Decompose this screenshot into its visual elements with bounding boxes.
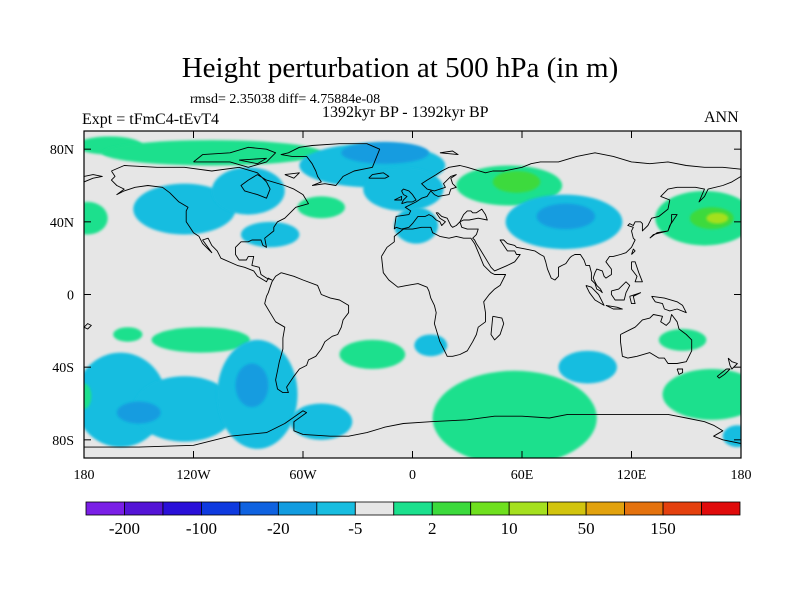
colorbar-swatch xyxy=(586,502,624,515)
colorbar-label: -100 xyxy=(186,519,217,538)
colorbar-label: -200 xyxy=(109,519,140,538)
colorbar-swatch xyxy=(663,502,701,515)
contour-region xyxy=(235,364,268,408)
contour-region xyxy=(341,142,429,164)
colorbar-label: 10 xyxy=(501,519,518,538)
x-tick-label: 60E xyxy=(511,468,534,483)
contour-region xyxy=(298,196,345,218)
colorbar-swatch xyxy=(471,502,509,515)
colorbar-swatch xyxy=(278,502,316,515)
contour-region xyxy=(152,327,251,352)
y-tick-label: 80S xyxy=(52,434,74,449)
map-figure: 180 120W 60W 0 60E 120E 18080N40N040S80S -200-… xyxy=(0,0,800,600)
x-tick-label: 60W xyxy=(289,468,317,483)
y-tick-label: 80N xyxy=(50,143,74,158)
contour-region xyxy=(493,171,540,193)
contour-region xyxy=(663,369,762,420)
x-tick-label: 120W xyxy=(176,468,211,483)
contour-region xyxy=(706,213,728,224)
colorbar-label: 150 xyxy=(650,519,676,538)
colorbar-label: 2 xyxy=(428,519,437,538)
colorbar-swatch xyxy=(201,502,239,515)
colorbar-swatch xyxy=(702,502,740,515)
contour-region xyxy=(559,351,617,384)
contour-region xyxy=(241,222,299,247)
contour-region xyxy=(113,327,142,342)
colorbar-swatch xyxy=(317,502,355,515)
x-tick-label: 180 xyxy=(74,468,95,483)
colorbar-label: -20 xyxy=(267,519,290,538)
colorbar-swatch xyxy=(548,502,586,515)
x-tick-label: 120E xyxy=(617,468,647,483)
colorbar: -200 -100 -20 -5 2 10 50 150 xyxy=(86,502,740,538)
y-tick-label: 40S xyxy=(52,361,74,376)
colorbar-swatch xyxy=(240,502,278,515)
colorbar-swatch xyxy=(509,502,547,515)
contour-region xyxy=(433,371,597,465)
x-tick-label: 0 xyxy=(409,468,416,483)
colorbar-label: 50 xyxy=(578,519,595,538)
colorbar-swatch xyxy=(355,502,393,515)
x-tick-label: 180 xyxy=(731,468,752,483)
colorbar-swatch xyxy=(163,502,201,515)
contour-region xyxy=(117,402,161,424)
contour-region xyxy=(340,340,406,369)
contour-region xyxy=(212,167,285,214)
contour-region xyxy=(659,329,706,351)
contour-region xyxy=(723,425,752,447)
colorbar-swatch xyxy=(432,502,470,515)
colorbar-swatch xyxy=(625,502,663,515)
y-tick-label: 0 xyxy=(67,289,74,304)
contour-region xyxy=(537,204,595,229)
contour-region xyxy=(394,207,438,243)
contour-region xyxy=(290,404,352,440)
y-tick-label: 40N xyxy=(50,216,74,231)
colorbar-label: -5 xyxy=(348,519,362,538)
colorbar-swatch xyxy=(124,502,162,515)
colorbar-swatch xyxy=(86,502,124,515)
colorbar-swatch xyxy=(394,502,432,515)
